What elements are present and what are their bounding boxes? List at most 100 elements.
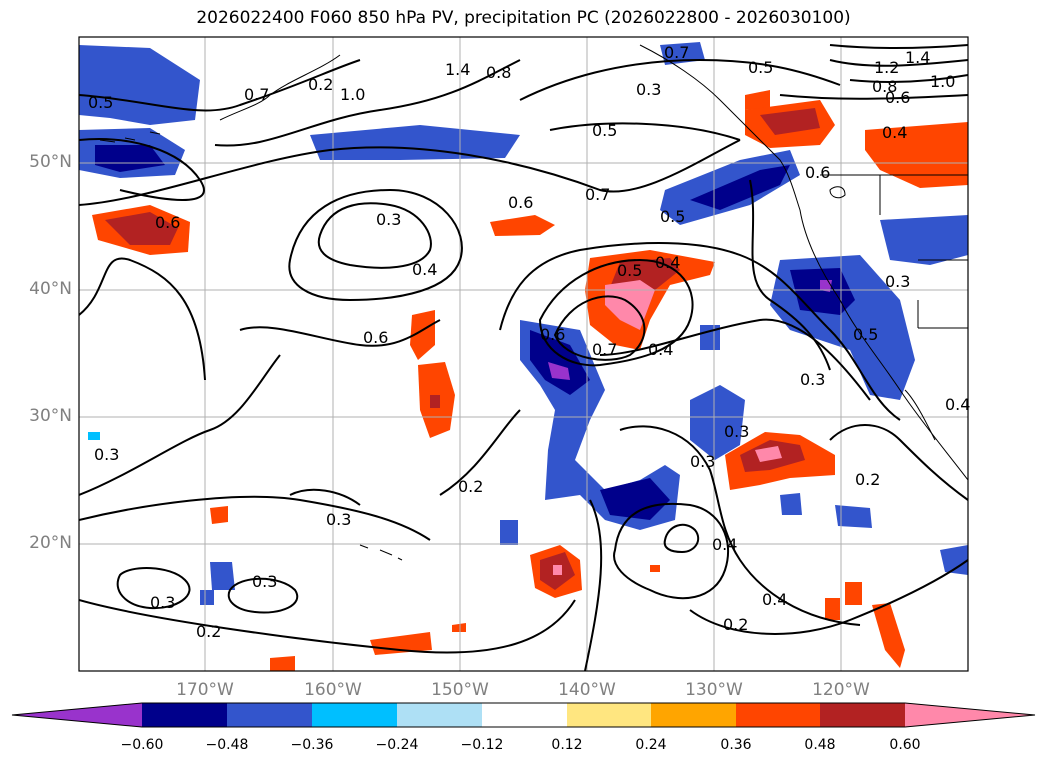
contour-label: 0.4 bbox=[945, 395, 970, 414]
contour-label: 0.3 bbox=[376, 210, 401, 229]
lon-label: 170°W bbox=[176, 680, 234, 700]
contour-label: 0.6 bbox=[540, 325, 565, 344]
blue-region bbox=[79, 45, 200, 125]
blue-region bbox=[780, 493, 802, 515]
red-region bbox=[105, 212, 178, 245]
contour-label: 0.2 bbox=[196, 622, 221, 641]
orange-region bbox=[452, 623, 466, 632]
contour-label: 0.4 bbox=[762, 590, 787, 609]
contour-label: 0.3 bbox=[800, 370, 825, 389]
orange-region bbox=[650, 565, 660, 572]
contour-label: 0.3 bbox=[252, 572, 277, 591]
orange-region bbox=[845, 582, 862, 605]
colorbar-segment bbox=[651, 703, 736, 727]
contour-label: 0.3 bbox=[690, 452, 715, 471]
contour-labels: 0.5 0.7 1.0 1.4 0.8 0.7 0.5 1.4 1.2 1.0 … bbox=[88, 43, 970, 641]
orange-region bbox=[410, 310, 435, 360]
blue-region bbox=[940, 545, 968, 575]
colorbar-segment bbox=[567, 703, 651, 727]
darkblue-region bbox=[600, 478, 670, 520]
contour-label: 0.5 bbox=[592, 121, 617, 140]
contour-label: 0.3 bbox=[94, 445, 119, 464]
blue-region bbox=[880, 215, 968, 265]
contour-label: 0.5 bbox=[660, 207, 685, 226]
contour-label: 1.4 bbox=[445, 60, 470, 79]
colorbar-tick: −0.36 bbox=[290, 737, 334, 753]
contour-label: 0.2 bbox=[458, 477, 483, 496]
contour-label: 0.4 bbox=[412, 260, 437, 279]
contour-label: 0.6 bbox=[508, 193, 533, 212]
contour-label: 0.4 bbox=[712, 535, 737, 554]
lat-label: 50°N bbox=[29, 152, 72, 172]
contour-label: 0.3 bbox=[636, 80, 661, 99]
orange-region bbox=[825, 598, 840, 620]
colorbar-tick: −0.24 bbox=[375, 737, 419, 753]
gridlines bbox=[79, 37, 968, 671]
lon-label: 120°W bbox=[812, 680, 870, 700]
contour-label: 0.4 bbox=[655, 253, 680, 272]
coastlines bbox=[99, 44, 968, 561]
blue-region bbox=[835, 505, 872, 528]
lat-label: 40°N bbox=[29, 279, 72, 299]
purple-region bbox=[548, 362, 570, 380]
contour-label: 0.8 bbox=[872, 77, 897, 96]
orange-region bbox=[872, 603, 905, 668]
contour-label: 0.3 bbox=[326, 510, 351, 529]
contour-label: 0.3 bbox=[724, 422, 749, 441]
contour-label: 0.2 bbox=[308, 75, 333, 94]
darkblue-region bbox=[790, 268, 855, 315]
lat-label: 30°N bbox=[29, 406, 72, 426]
contour-label: 0.4 bbox=[882, 123, 907, 142]
contour-label: 0.5 bbox=[617, 261, 642, 280]
darkblue-region bbox=[530, 330, 590, 395]
lon-label: 140°W bbox=[558, 680, 616, 700]
colorbar-extend-high bbox=[905, 703, 1035, 727]
orange-region bbox=[865, 122, 968, 188]
contour-label: 0.7 bbox=[585, 185, 610, 204]
colorbar-tick: −0.48 bbox=[205, 737, 249, 753]
orange-region bbox=[490, 215, 555, 236]
orange-region bbox=[745, 90, 770, 110]
colorbar-segment bbox=[227, 703, 312, 727]
colorbar-segment bbox=[397, 703, 482, 727]
pv-precip-map: 0.5 0.7 1.0 1.4 0.8 0.7 0.5 1.4 1.2 1.0 … bbox=[78, 36, 970, 672]
colorbar-extend-low bbox=[12, 703, 142, 727]
lightblue-region bbox=[88, 432, 100, 440]
colorbar-tick: 0.48 bbox=[804, 737, 836, 753]
colorbar-segment bbox=[736, 703, 820, 727]
contour-label: 0.2 bbox=[723, 615, 748, 634]
lon-label: 130°W bbox=[685, 680, 743, 700]
colorbar-tick: 0.12 bbox=[551, 737, 583, 753]
contour-label: 0.5 bbox=[853, 325, 878, 344]
blue-region bbox=[310, 125, 520, 160]
red-region bbox=[430, 395, 440, 408]
colorbar-segment bbox=[820, 703, 905, 727]
contour-label: 0.7 bbox=[244, 85, 269, 104]
pv-contours bbox=[79, 44, 968, 671]
orange-region bbox=[210, 506, 228, 524]
contour-label: 0.5 bbox=[748, 58, 773, 77]
colorbar-tick: −0.12 bbox=[460, 737, 504, 753]
contour-label: 0.6 bbox=[805, 163, 830, 182]
contour-label: 0.7 bbox=[664, 43, 689, 62]
contour-label: 0.4 bbox=[648, 340, 673, 359]
colorbar-tick: 0.60 bbox=[889, 737, 921, 753]
red-region bbox=[760, 108, 820, 135]
contour-label: 1.2 bbox=[874, 58, 899, 77]
colorbar-tick: 0.36 bbox=[720, 737, 752, 753]
colorbar-tick: −0.60 bbox=[120, 737, 164, 753]
contour-label: 0.8 bbox=[486, 63, 511, 82]
orange-region bbox=[270, 656, 295, 671]
colorbar-segment bbox=[312, 703, 397, 727]
contour-label: 1.4 bbox=[905, 48, 930, 67]
darkblue-region bbox=[690, 165, 790, 210]
contour-label: 0.6 bbox=[885, 88, 910, 107]
lat-label: 20°N bbox=[29, 533, 72, 553]
lon-label: 160°W bbox=[304, 680, 362, 700]
blue-region bbox=[210, 562, 235, 590]
lon-label: 150°W bbox=[431, 680, 489, 700]
contour-label: 1.0 bbox=[340, 85, 365, 104]
contour-label: 0.3 bbox=[885, 272, 910, 291]
precip-shading bbox=[79, 42, 968, 671]
contour-label: 0.3 bbox=[150, 593, 175, 612]
